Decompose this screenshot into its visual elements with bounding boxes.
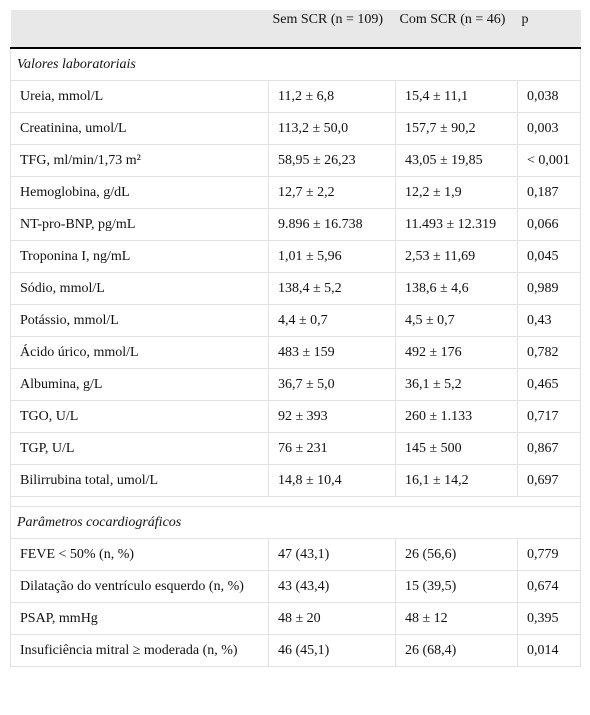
row-label: Potássio, mmol/L (10, 304, 269, 337)
data-row: Insuficiência mitral ≥ moderada (n, %) 46… (10, 634, 581, 667)
cell: 0,867 (517, 432, 581, 465)
data-row: Troponina I, ng/mL 1,01 ± 5,96 2,53 ± 11,6… (10, 240, 581, 273)
cell: 157,7 ± 90,2 (395, 112, 518, 145)
cell: < 0,001 (517, 144, 581, 177)
cell: 36,7 ± 5,0 (268, 368, 396, 401)
row-label: Insuficiência mitral ≥ moderada (n, %) (10, 634, 269, 667)
data-row: TFG, ml/min/1,73 m² 58,95 ± 26,23 43,05 ± … (10, 144, 581, 177)
cell: 43 (43,4) (268, 570, 396, 603)
cell: 11.493 ± 12.319 (395, 208, 518, 241)
row-label: FEVE < 50% (n, %) (10, 538, 269, 571)
cell: 113,2 ± 50,0 (268, 112, 396, 145)
cell: 492 ± 176 (395, 336, 518, 369)
section-title: Valores laboratoriais (10, 47, 581, 81)
cell: 47 (43,1) (268, 538, 396, 571)
cell: 12,2 ± 1,9 (395, 176, 518, 209)
cell: 0,187 (517, 176, 581, 209)
section-row: Valores laboratoriais (10, 47, 581, 81)
cell: 0,779 (517, 538, 581, 571)
cell: 15 (39,5) (395, 570, 518, 603)
cell: 26 (56,6) (395, 538, 518, 571)
data-row: Potássio, mmol/L 4,4 ± 0,7 4,5 ± 0,7 0,43 (10, 304, 581, 337)
data-row: Bilirrubina total, umol/L 14,8 ± 10,4 16,1… (10, 464, 581, 497)
cell: 0,43 (517, 304, 581, 337)
cell: 0,674 (517, 570, 581, 603)
cell: 0,038 (517, 80, 581, 113)
table-body: Valores laboratoriais Ureia, mmol/L 11,2 ±… (10, 47, 581, 667)
row-label: TGP, U/L (10, 432, 269, 465)
cell: 4,5 ± 0,7 (395, 304, 518, 337)
cell: 138,6 ± 4,6 (395, 272, 518, 305)
cell: 76 ± 231 (268, 432, 396, 465)
cell: 16,1 ± 14,2 (395, 464, 518, 497)
data-row: Ureia, mmol/L 11,2 ± 6,8 15,4 ± 11,1 0,038 (10, 80, 581, 113)
row-label: Troponina I, ng/mL (10, 240, 269, 273)
row-label: NT-pro-BNP, pg/mL (10, 208, 269, 241)
cell: 46 (45,1) (268, 634, 396, 667)
cell: 483 ± 159 (268, 336, 396, 369)
cell: 0,989 (517, 272, 581, 305)
row-label: Ureia, mmol/L (10, 80, 269, 113)
data-row: Albumina, g/L 36,7 ± 5,0 36,1 ± 5,2 0,465 (10, 368, 581, 401)
data-row: Sódio, mmol/L 138,4 ± 5,2 138,6 ± 4,6 0,989 (10, 272, 581, 305)
cell: 26 (68,4) (395, 634, 518, 667)
data-row: Dilatação do ventrículo esquerdo (n, %) 4… (10, 570, 581, 603)
cell: 0,014 (517, 634, 581, 667)
data-row: FEVE < 50% (n, %) 47 (43,1) 26 (56,6) 0,779 (10, 538, 581, 571)
data-row: Creatinina, umol/L 113,2 ± 50,0 157,7 ± 90… (10, 112, 581, 145)
cell: 14,8 ± 10,4 (268, 464, 396, 497)
cell: 0,717 (517, 400, 581, 433)
cell: 0,465 (517, 368, 581, 401)
row-label: Hemoglobina, g/dL (10, 176, 269, 209)
data-row: Hemoglobina, g/dL 12,7 ± 2,2 12,2 ± 1,9 0,1… (10, 176, 581, 209)
cell: 0,697 (517, 464, 581, 497)
spacer-row (10, 496, 581, 507)
row-label: Dilatação do ventrículo esquerdo (n, %) (10, 570, 269, 603)
section-row: Parâmetros cocardiográficos (10, 506, 581, 539)
cell: 12,7 ± 2,2 (268, 176, 396, 209)
cell: 36,1 ± 5,2 (395, 368, 518, 401)
cell: 92 ± 393 (268, 400, 396, 433)
cell: 260 ± 1.133 (395, 400, 518, 433)
cell: 0,066 (517, 208, 581, 241)
data-row: TGO, U/L 92 ± 393 260 ± 1.133 0,717 (10, 400, 581, 433)
header-row: Sem SCR (n = 109) Com SCR (n = 46) p (10, 10, 581, 49)
cell: 1,01 ± 5,96 (268, 240, 396, 273)
cell: 15,4 ± 11,1 (395, 80, 518, 113)
cell: 138,4 ± 5,2 (268, 272, 396, 305)
data-row: PSAP, mmHg 48 ± 20 48 ± 12 0,395 (10, 602, 581, 635)
cell: 2,53 ± 11,69 (395, 240, 518, 273)
cell: 0,045 (517, 240, 581, 273)
row-label: Ácido úrico, mmol/L (10, 336, 269, 369)
section-title: Parâmetros cocardiográficos (10, 506, 581, 539)
row-label: PSAP, mmHg (10, 602, 269, 635)
cell: 11,2 ± 6,8 (268, 80, 396, 113)
spacer-cell (10, 496, 581, 507)
row-label: TGO, U/L (10, 400, 269, 433)
cell: 145 ± 500 (395, 432, 518, 465)
cell: 0,003 (517, 112, 581, 145)
row-label: Albumina, g/L (10, 368, 269, 401)
cell: 43,05 ± 19,85 (395, 144, 518, 177)
cell: 48 ± 20 (268, 602, 396, 635)
cell: 48 ± 12 (395, 602, 518, 635)
data-row: NT-pro-BNP, pg/mL 9.896 ± 16.738 11.493 ± … (10, 208, 581, 241)
header-cell: Sem SCR (n = 109) (268, 10, 396, 49)
cell: 0,395 (517, 602, 581, 635)
header-cell: Com SCR (n = 46) (395, 10, 518, 49)
row-label: Creatinina, umol/L (10, 112, 269, 145)
cell: 4,4 ± 0,7 (268, 304, 396, 337)
data-table: Sem SCR (n = 109) Com SCR (n = 46) p Valor… (10, 10, 581, 667)
data-row: TGP, U/L 76 ± 231 145 ± 500 0,867 (10, 432, 581, 465)
cell: 58,95 ± 26,23 (268, 144, 396, 177)
header-cell: p (517, 10, 581, 49)
header-cell (10, 10, 269, 49)
row-label: Sódio, mmol/L (10, 272, 269, 305)
row-label: Bilirrubina total, umol/L (10, 464, 269, 497)
cell: 0,782 (517, 336, 581, 369)
row-label: TFG, ml/min/1,73 m² (10, 144, 269, 177)
data-row: Ácido úrico, mmol/L 483 ± 159 492 ± 176 0,7… (10, 336, 581, 369)
cell: 9.896 ± 16.738 (268, 208, 396, 241)
